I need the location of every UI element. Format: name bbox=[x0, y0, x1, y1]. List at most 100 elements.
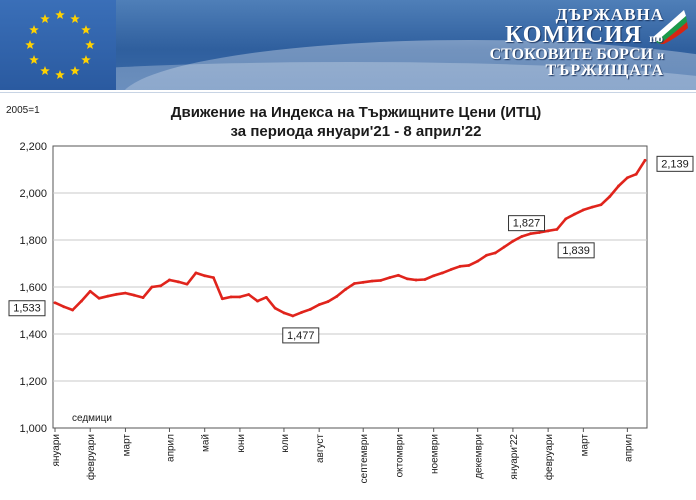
y-tick-label: 1,600 bbox=[19, 282, 47, 294]
x-tick-label: септември bbox=[359, 434, 370, 483]
org-name-line1: ДЪРЖАВНА bbox=[555, 5, 664, 24]
base-label: 2005=1 bbox=[6, 105, 40, 116]
data-label: 1,839 bbox=[562, 245, 590, 257]
data-point bbox=[53, 301, 57, 305]
series-layer bbox=[53, 158, 647, 318]
data-point bbox=[485, 253, 488, 257]
x-tick-label: май bbox=[201, 434, 212, 452]
x-tick-label: март bbox=[121, 434, 132, 457]
data-point bbox=[317, 303, 321, 307]
org-name-line3: СТОКОВИТЕ БОРСИ и bbox=[490, 47, 664, 63]
chart-title: Движение на Индекса на Тържищните Цени (… bbox=[171, 104, 541, 121]
data-point bbox=[326, 300, 330, 303]
eu-star-icon bbox=[81, 25, 91, 35]
data-point bbox=[511, 239, 515, 243]
org-name-line2-main: КОМИСИЯ bbox=[504, 22, 643, 48]
data-point bbox=[176, 280, 180, 284]
eu-star-icon bbox=[25, 40, 35, 50]
data-label: 1,827 bbox=[513, 218, 541, 230]
data-point bbox=[590, 205, 594, 209]
data-point bbox=[388, 276, 392, 279]
x-tick-label: януари bbox=[51, 434, 62, 467]
data-point bbox=[194, 271, 198, 275]
data-point bbox=[264, 295, 268, 299]
annotations-layer: 1,533 1,477 1,827 1,839 2,139 bbox=[8, 155, 694, 344]
data-point bbox=[106, 294, 110, 298]
data-point bbox=[115, 292, 119, 296]
chart-area: 2005=1 Движение на Индекса на Тържищните… bbox=[0, 92, 696, 500]
data-point bbox=[634, 172, 638, 176]
itc-series-line bbox=[54, 159, 647, 318]
data-point bbox=[308, 307, 312, 311]
data-point bbox=[529, 232, 532, 236]
data-point bbox=[300, 310, 303, 314]
org-name-line3-suffix: и bbox=[657, 48, 664, 62]
data-point bbox=[150, 285, 154, 289]
data-point bbox=[546, 229, 550, 233]
x-axis-ticks: януари февруари март април май юни юли август се… bbox=[51, 428, 634, 483]
data-point bbox=[581, 208, 585, 212]
x-tick-label: февруари bbox=[543, 434, 555, 480]
x-axis-label: седмици bbox=[72, 413, 112, 424]
eu-star-icon bbox=[81, 55, 91, 65]
data-point bbox=[71, 308, 75, 312]
banner-swoosh-lower bbox=[0, 62, 696, 90]
x-tick-label: януари'22 bbox=[509, 434, 520, 480]
data-point bbox=[238, 295, 242, 299]
chart-subtitle: за периода януари'21 - 8 април'22 bbox=[231, 123, 482, 140]
data-label: 2,139 bbox=[661, 158, 689, 170]
data-point bbox=[397, 273, 400, 277]
data-point bbox=[132, 293, 136, 297]
data-point bbox=[625, 176, 629, 180]
data-point bbox=[80, 299, 83, 303]
data-point bbox=[62, 305, 66, 309]
data-point bbox=[220, 297, 224, 301]
data-point bbox=[185, 282, 189, 286]
data-point bbox=[353, 282, 356, 285]
data-point bbox=[599, 203, 603, 207]
data-point bbox=[564, 217, 568, 221]
data-point bbox=[97, 296, 101, 300]
data-point bbox=[273, 306, 277, 310]
data-point bbox=[291, 314, 295, 318]
eu-star-icon bbox=[29, 55, 39, 65]
data-point bbox=[256, 299, 259, 303]
eu-flag-logo bbox=[0, 0, 116, 90]
x-tick-label: април bbox=[165, 434, 176, 462]
x-tick-label: юли bbox=[280, 434, 291, 453]
data-point bbox=[141, 296, 145, 299]
bulgarian-flag-icon bbox=[652, 10, 688, 44]
eu-star-icon bbox=[55, 70, 65, 80]
x-tick-label: март bbox=[579, 434, 590, 457]
data-point bbox=[361, 280, 365, 284]
org-name-line3-main: СТОКОВИТЕ БОРСИ bbox=[489, 46, 654, 63]
data-point bbox=[458, 264, 462, 268]
data-label-box bbox=[656, 155, 694, 172]
data-point bbox=[643, 158, 647, 162]
data-point bbox=[247, 293, 251, 296]
data-point bbox=[405, 277, 409, 281]
data-point bbox=[335, 295, 339, 298]
data-point bbox=[88, 289, 92, 293]
data-point bbox=[212, 276, 215, 279]
data-point bbox=[608, 195, 612, 198]
data-point bbox=[432, 274, 436, 278]
x-tick-label: декември bbox=[474, 434, 485, 479]
data-label-box bbox=[8, 300, 46, 317]
data-point bbox=[555, 228, 559, 231]
x-tick-label: февруари bbox=[85, 434, 97, 480]
data-point bbox=[617, 184, 620, 188]
y-tick-label: 2,000 bbox=[19, 188, 47, 200]
data-label: 1,477 bbox=[287, 330, 315, 342]
data-point bbox=[520, 235, 524, 238]
eu-star-icon bbox=[40, 65, 50, 76]
data-point bbox=[476, 259, 480, 263]
x-tick-label: ноември bbox=[430, 434, 441, 474]
itc-line-chart: 2005=1 Движение на Индекса на Тържищните… bbox=[6, 104, 694, 483]
eu-star-icon bbox=[40, 14, 50, 24]
org-name-line2-suffix: по bbox=[649, 31, 664, 45]
data-point bbox=[414, 278, 418, 282]
y-tick-label: 1,800 bbox=[19, 235, 47, 247]
y-tick-label: 1,400 bbox=[19, 329, 47, 341]
eu-star-icon bbox=[29, 25, 39, 35]
